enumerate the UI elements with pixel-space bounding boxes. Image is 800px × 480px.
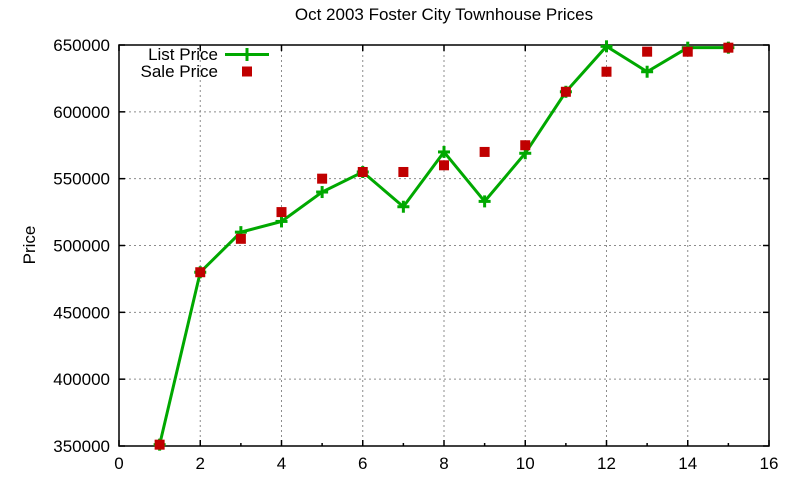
legend-item-list-price: List Price	[123, 46, 269, 63]
legend-item-sale-price: Sale Price	[123, 63, 269, 80]
sale-price-marker	[276, 207, 287, 218]
legend-label-sale-price: Sale Price	[140, 62, 218, 81]
sale-price-marker	[235, 233, 246, 244]
sale-price-marker	[195, 267, 206, 278]
y-axis-tick-label: 650000	[53, 36, 110, 55]
y-axis-tick-label: 350000	[53, 437, 110, 456]
x-axis-tick-label: 2	[196, 454, 205, 473]
chart-title: Oct 2003 Foster City Townhouse Prices	[294, 5, 594, 24]
y-axis-tick-label: 500000	[53, 237, 110, 256]
y-axis-tick-label: 400000	[53, 370, 110, 389]
x-axis-tick-label: 16	[760, 454, 779, 473]
sale-price-marker	[682, 46, 693, 57]
sale-price-marker	[398, 166, 409, 177]
sale-price-marker	[723, 42, 734, 53]
x-axis-tick-label: 12	[597, 454, 616, 473]
sale-price-sample-square	[242, 66, 252, 77]
sale-price-marker	[154, 439, 165, 450]
sale-price-marker	[317, 173, 328, 184]
sale-price-marker	[642, 46, 653, 57]
sale-price-marker	[439, 160, 449, 171]
x-axis-tick-label: 8	[439, 454, 448, 473]
y-axis-tick-label: 550000	[53, 170, 110, 189]
y-axis-tick-label: 450000	[53, 303, 110, 322]
sale-price-marker	[601, 66, 612, 77]
x-axis-tick-label: 14	[678, 454, 697, 473]
legend-label-list-price: List Price	[148, 45, 218, 64]
y-axis-tick-label: 600000	[53, 103, 110, 122]
x-axis-tick-label: 10	[516, 454, 535, 473]
sale-price-marker	[357, 166, 368, 177]
legend: List Price Sale Price	[123, 46, 269, 80]
list-price-line-sample-icon	[225, 48, 269, 61]
sale-price-marker	[520, 140, 531, 151]
x-axis-tick-label: 4	[277, 454, 286, 473]
sale-price-marker	[560, 86, 571, 97]
x-axis-tick-label: 6	[358, 454, 367, 473]
x-axis-tick-label: 0	[114, 454, 123, 473]
sale-price-marker	[479, 146, 490, 157]
sale-price-square-sample-icon	[242, 66, 252, 77]
